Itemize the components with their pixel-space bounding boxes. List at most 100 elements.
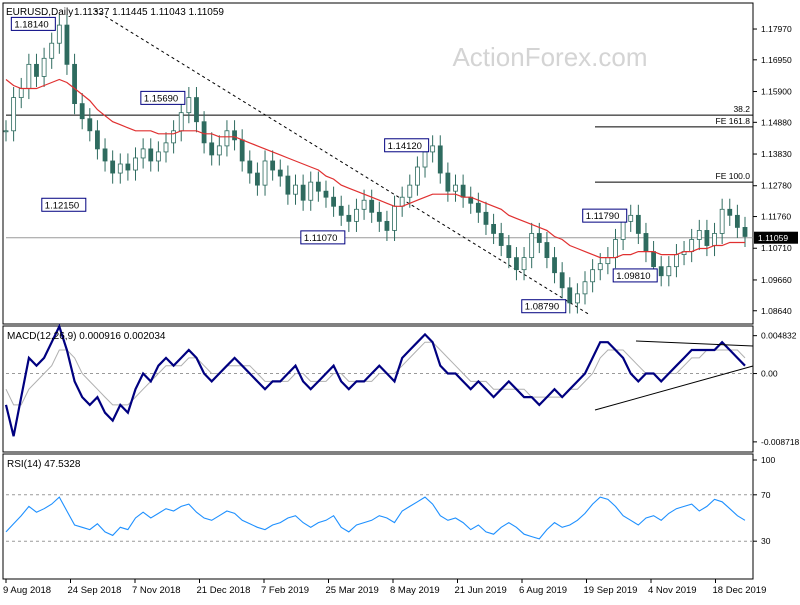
- x-axis: 9 Aug 2018 24 Sep 2018 7 Nov 2018 21 Dec 20…: [3, 579, 766, 596]
- candle-body: [453, 184, 458, 192]
- price-annotation-box: [10, 16, 56, 31]
- price-annotation-label: 1.18140: [14, 19, 48, 30]
- candle-body: [277, 169, 283, 177]
- candle-body: [239, 139, 245, 162]
- candle-body: [87, 118, 93, 132]
- candle-body: [567, 287, 573, 304]
- current-price-tag: [754, 231, 798, 244]
- x-tick-label: 21 Jun 2019: [455, 585, 507, 596]
- candle-body: [689, 239, 695, 252]
- candle-body: [399, 196, 405, 207]
- price-tick-label: 1.12780: [761, 181, 792, 191]
- moving-average-line: [5, 78, 745, 259]
- candle-body: [734, 214, 740, 228]
- x-tick-label: 7 Feb 2019: [261, 585, 309, 596]
- price-annotation-box: [140, 90, 186, 105]
- fib-level-label: FE 161.8: [716, 116, 751, 126]
- candle-body: [95, 130, 100, 150]
- candle-body: [544, 242, 550, 259]
- rsi-layer: 100 70 30: [5, 455, 775, 546]
- price-tick-label: 1.16950: [761, 55, 792, 65]
- macd-trendline-upper: [635, 340, 754, 347]
- candle-body: [559, 272, 565, 289]
- candle-body: [552, 257, 557, 274]
- price-tick-label: 1.14880: [761, 117, 792, 127]
- candle-body: [354, 208, 359, 222]
- candle-body: [415, 166, 420, 186]
- candle-body: [163, 142, 169, 153]
- price-tick-label: 1.13830: [761, 149, 792, 159]
- macd-tick-label: 0.00: [761, 369, 778, 379]
- price-annotation-box: [521, 299, 567, 314]
- candle-body: [620, 220, 626, 240]
- candle-body: [11, 97, 17, 132]
- candle-body: [148, 148, 154, 162]
- candle-body: [26, 63, 32, 89]
- macd-title: MACD(12,26,9) 0.000916 0.002034: [7, 331, 166, 342]
- candle-body: [491, 223, 496, 234]
- candle-body: [483, 211, 489, 225]
- candle-body: [216, 145, 222, 156]
- candle-body: [643, 233, 649, 252]
- x-tick-label: 6 Aug 2019: [519, 585, 567, 596]
- x-tick-label: 19 Sep 2019: [584, 585, 638, 596]
- candle-body: [422, 151, 428, 168]
- candle-body: [125, 163, 131, 171]
- candle-body: [597, 263, 603, 271]
- price-annotation-box: [384, 138, 430, 153]
- watermark-text: ActionForex.com: [452, 42, 647, 72]
- macd-tick-label: -0.008718: [761, 437, 800, 447]
- macd-layer: 0.004832 0.00 -0.008718: [4, 323, 800, 447]
- current-price-label: 1.11059: [758, 233, 788, 243]
- candle-body: [155, 151, 161, 162]
- candle-body: [285, 175, 291, 195]
- candle-body: [392, 205, 397, 231]
- macd-signal-line: [5, 341, 746, 406]
- candle-body: [445, 172, 451, 192]
- price-annotation-box: [300, 230, 346, 245]
- candle-body: [430, 145, 436, 153]
- candle-body: [308, 181, 314, 201]
- candle-body: [209, 142, 215, 156]
- candle-body: [376, 211, 382, 222]
- candle-body: [346, 214, 352, 222]
- candle-body: [651, 251, 656, 268]
- price-annotation-label: 1.11790: [586, 211, 620, 222]
- candle-body: [605, 257, 611, 265]
- candle-body: [133, 157, 138, 171]
- candle-body: [270, 160, 276, 171]
- price-annotation-label: 1.09810: [616, 271, 650, 282]
- candle-body: [323, 190, 329, 198]
- price-annotations-layer: 1.18140 1.15690 1.12150 1.11070 1.14120 1.087…: [10, 16, 658, 314]
- fib-level-label: FE 100.0: [716, 171, 751, 181]
- candle-body: [666, 266, 672, 277]
- candle-body: [590, 269, 596, 283]
- candle-body: [201, 121, 207, 144]
- candle-body: [704, 230, 710, 246]
- macd-trendline-lower: [594, 365, 754, 411]
- candle-body: [407, 184, 413, 198]
- macd-panel-frame: [2, 325, 754, 453]
- candle-body: [529, 233, 535, 259]
- macd-main-line: [4, 323, 746, 437]
- candle-body: [247, 160, 253, 174]
- chart-ohlc-label: 1.11337 1.11445 1.11043 1.11059: [74, 7, 224, 18]
- candle-body: [262, 160, 268, 186]
- price-annotation-label: 1.08790: [525, 302, 559, 313]
- candle-body: [582, 281, 588, 295]
- price-annotation-label: 1.15690: [144, 93, 178, 104]
- x-tick-label: 8 May 2019: [390, 585, 440, 596]
- candle-body: [117, 163, 123, 174]
- price-tick-label: 1.09660: [761, 275, 792, 285]
- candle-body: [674, 254, 679, 268]
- price-tick-label: 1.10710: [761, 243, 792, 253]
- macd-tick-label: 0.004832: [761, 331, 797, 341]
- x-tick-label: 9 Aug 2018: [3, 585, 51, 596]
- candle-body: [719, 208, 725, 234]
- candle-body: [178, 112, 184, 132]
- candle-body: [186, 97, 192, 114]
- candle-body: [315, 181, 321, 192]
- price-axis: 1.17970 1.16950 1.15900 1.14880 1.13830 1.127…: [753, 24, 798, 316]
